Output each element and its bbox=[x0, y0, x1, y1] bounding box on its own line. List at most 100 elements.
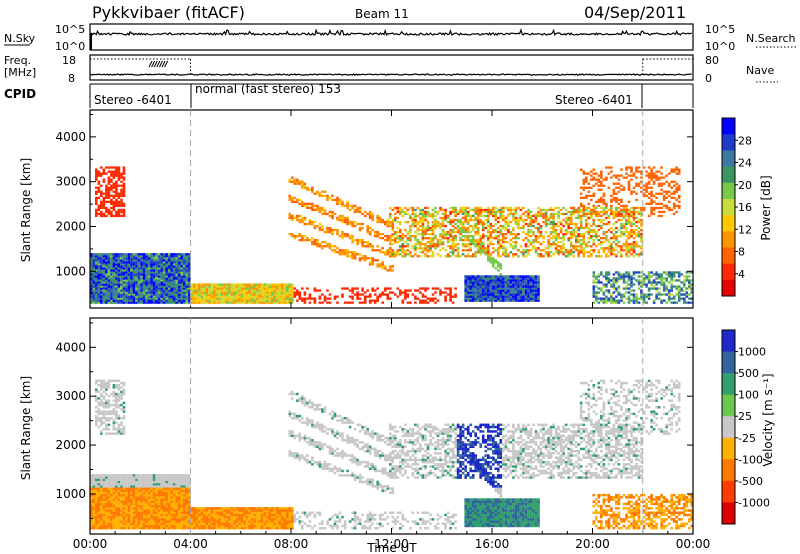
power-cell bbox=[414, 245, 417, 248]
power-cell bbox=[371, 245, 374, 248]
power-cell bbox=[635, 243, 638, 246]
power-cell bbox=[293, 178, 297, 181]
power-cell bbox=[625, 271, 628, 274]
power-cell bbox=[90, 257, 93, 260]
power-cell bbox=[421, 239, 425, 242]
power-cell bbox=[652, 212, 656, 216]
power-cell bbox=[155, 283, 158, 286]
power-cell bbox=[132, 281, 136, 284]
power-cell bbox=[567, 255, 570, 258]
power-cell bbox=[235, 295, 239, 298]
power-cell bbox=[564, 220, 568, 224]
power-cell bbox=[112, 208, 116, 212]
power-cell bbox=[625, 210, 628, 214]
power-cell bbox=[461, 226, 465, 230]
power-cell bbox=[115, 257, 118, 260]
velocity-cell bbox=[95, 500, 98, 503]
power-cell bbox=[389, 214, 392, 218]
power-cell bbox=[145, 263, 148, 266]
power-cell bbox=[368, 245, 372, 248]
power-cell bbox=[577, 239, 580, 242]
power-cell bbox=[177, 301, 181, 304]
power-cell bbox=[268, 283, 271, 286]
velocity-cell bbox=[95, 496, 98, 499]
power-cell bbox=[600, 214, 603, 218]
velocity-cell bbox=[97, 507, 101, 510]
power-cell bbox=[451, 241, 455, 244]
power-cell bbox=[677, 204, 681, 207]
power-cell bbox=[602, 301, 606, 304]
power-cell bbox=[640, 176, 643, 179]
power-cell bbox=[311, 243, 314, 246]
power-cell bbox=[185, 287, 189, 290]
power-cell bbox=[368, 210, 372, 214]
power-cell bbox=[592, 212, 596, 216]
power-cell bbox=[549, 231, 553, 234]
power-cell bbox=[487, 293, 490, 296]
power-cell bbox=[670, 289, 673, 292]
power-cell bbox=[389, 255, 392, 258]
power-cell bbox=[401, 255, 405, 258]
velocity-cell bbox=[97, 498, 101, 501]
power-cell bbox=[492, 279, 495, 282]
power-cell bbox=[597, 180, 601, 183]
power-cell bbox=[534, 293, 538, 296]
power-cell bbox=[150, 253, 153, 256]
power-cell bbox=[469, 295, 472, 298]
power-cell bbox=[464, 237, 467, 240]
power-cell bbox=[579, 216, 583, 220]
power-cell bbox=[125, 277, 128, 280]
power-cell bbox=[296, 200, 299, 203]
power-cell bbox=[517, 222, 520, 226]
power-cell bbox=[127, 295, 131, 298]
power-cell bbox=[579, 192, 583, 195]
power-cell bbox=[321, 190, 324, 193]
power-cell bbox=[502, 287, 505, 290]
nsky-left-tick-bottom: 10^0 bbox=[55, 40, 85, 53]
power-cell bbox=[529, 279, 533, 282]
power-cell bbox=[346, 287, 349, 290]
power-cell bbox=[338, 251, 342, 254]
power-cell bbox=[117, 192, 121, 195]
velocity-cell bbox=[100, 386, 103, 389]
power-cell bbox=[662, 287, 666, 290]
power-cell bbox=[622, 186, 626, 189]
power-cell bbox=[615, 243, 618, 246]
power-cell bbox=[170, 285, 173, 288]
power-cell bbox=[140, 257, 143, 260]
power-cell bbox=[492, 285, 495, 288]
power-cell bbox=[665, 204, 668, 207]
power-cell bbox=[665, 206, 668, 210]
power-cell bbox=[105, 301, 108, 304]
power-cell bbox=[625, 243, 628, 246]
power-cell bbox=[466, 253, 470, 256]
power-cell bbox=[562, 251, 565, 254]
power-cell bbox=[421, 224, 425, 228]
power-cell bbox=[481, 283, 485, 286]
power-cell bbox=[597, 235, 601, 238]
power-cell bbox=[487, 253, 490, 256]
power-cell bbox=[175, 285, 178, 288]
power-cell bbox=[660, 275, 663, 278]
power-cell bbox=[489, 241, 493, 244]
power-cell bbox=[421, 212, 425, 216]
power-cell bbox=[157, 271, 161, 274]
power-cell bbox=[429, 228, 432, 232]
power-cell bbox=[431, 299, 435, 302]
power-cell bbox=[283, 295, 287, 298]
power-cell bbox=[607, 220, 611, 224]
power-cell bbox=[449, 245, 452, 248]
power-cell bbox=[115, 192, 118, 195]
power-cell bbox=[512, 208, 515, 212]
velocity-cell bbox=[92, 511, 96, 514]
power-cell bbox=[213, 301, 216, 304]
power-cell bbox=[630, 210, 633, 214]
power-cell bbox=[585, 176, 588, 179]
power-cell bbox=[373, 235, 377, 238]
power-cell bbox=[492, 283, 495, 286]
power-cell bbox=[125, 265, 128, 268]
power-cell bbox=[652, 273, 656, 276]
power-cell bbox=[240, 283, 244, 286]
power-cell bbox=[446, 253, 450, 256]
power-cell bbox=[487, 249, 490, 252]
